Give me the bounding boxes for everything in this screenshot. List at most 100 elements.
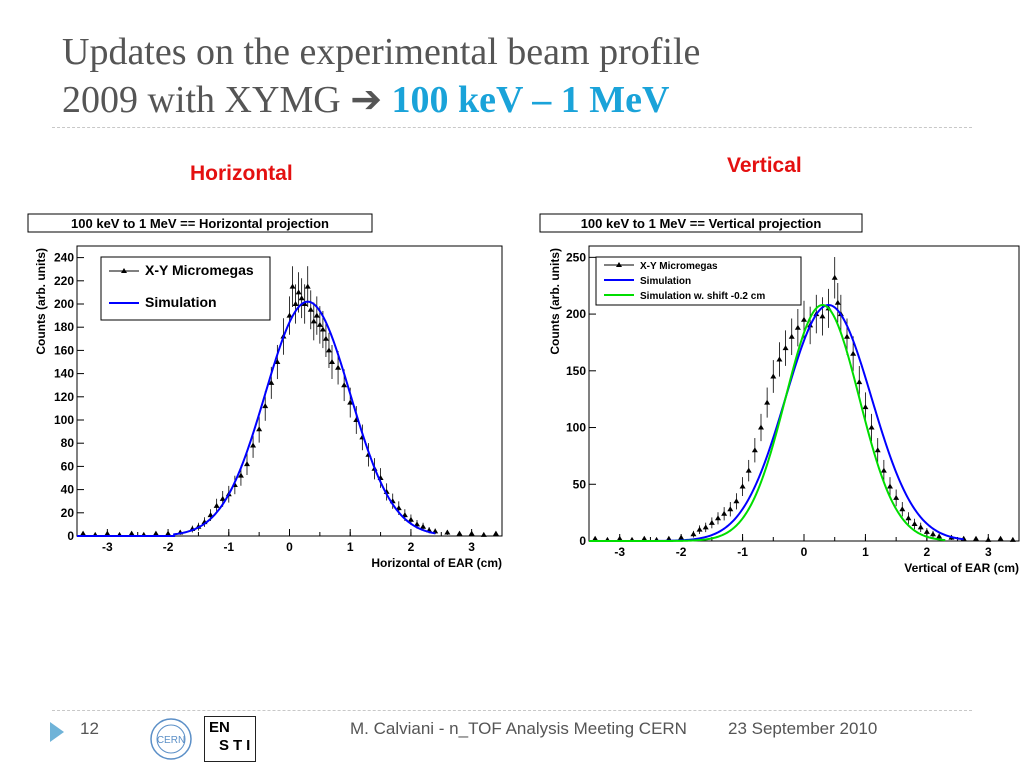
- data-point: [973, 535, 979, 541]
- y-tick-label: 200: [54, 297, 74, 311]
- data-point: [923, 528, 930, 534]
- data-point: [250, 442, 257, 448]
- footer-author-meeting: M. Calviani - n_TOF Analysis Meeting CER…: [350, 719, 687, 738]
- x-tick-label: -2: [676, 545, 687, 559]
- data-point: [862, 404, 869, 410]
- data-point: [128, 530, 135, 536]
- data-point: [721, 510, 728, 516]
- y-tick-label: 60: [61, 459, 75, 473]
- data-point: [776, 356, 783, 362]
- legend-marker: [616, 262, 622, 267]
- data-point: [856, 379, 863, 385]
- data-point: [313, 312, 320, 318]
- x-tick-label: 3: [985, 545, 992, 559]
- y-tick-label: 0: [579, 534, 586, 548]
- data-point: [304, 283, 311, 289]
- data-point: [782, 345, 789, 351]
- chart-title: 100 keV to 1 MeV == Horizontal projectio…: [71, 216, 329, 231]
- x-tick-label: 0: [801, 545, 808, 559]
- chart-title-box: [27, 213, 373, 233]
- data-point: [690, 531, 697, 537]
- label-horizontal: Horizontal: [190, 162, 293, 185]
- data-point: [702, 524, 709, 530]
- data-point: [985, 536, 992, 542]
- data-point: [911, 520, 918, 526]
- data-point: [213, 502, 220, 508]
- y-tick-label: 20: [61, 506, 75, 520]
- x-tick-label: 0: [286, 540, 293, 554]
- legend-label: Simulation: [640, 276, 691, 287]
- data-point: [335, 364, 342, 370]
- next-slide-icon[interactable]: [50, 722, 64, 742]
- logo-sti-text: STI: [219, 737, 255, 754]
- x-tick-label: -3: [102, 540, 113, 554]
- y-tick-label: 220: [54, 274, 74, 288]
- y-tick-label: 100: [566, 421, 586, 435]
- data-point: [289, 283, 296, 289]
- data-point: [492, 530, 499, 536]
- footer-date: 23 September 2010: [728, 719, 878, 738]
- data-point: [319, 326, 326, 332]
- horizontal-projection-chart: 100 keV to 1 MeV == Horizontal projectio…: [27, 213, 503, 570]
- arrow-icon: ➔: [350, 79, 383, 121]
- title-line-1: Updates on the experimental beam profile: [62, 31, 701, 73]
- title-divider: [52, 127, 972, 128]
- x-tick-label: -1: [223, 540, 234, 554]
- data-point: [307, 306, 314, 312]
- data-point: [917, 524, 924, 530]
- data-point: [758, 424, 764, 430]
- svg-text:CERN: CERN: [157, 735, 185, 746]
- logo-en-text: EN: [209, 719, 230, 736]
- y-tick-label: 100: [54, 413, 74, 427]
- y-tick-label: 50: [573, 477, 587, 491]
- data-point: [407, 516, 414, 522]
- data-point: [292, 301, 299, 306]
- data-point: [165, 530, 172, 536]
- legend-label: X-Y Micromegas: [640, 261, 718, 272]
- data-point: [844, 333, 850, 339]
- title-line-2: 2009 with XYMG ➔ 100 keV – 1 MeV: [62, 76, 992, 124]
- data-point: [341, 382, 348, 388]
- y-tick-label: 40: [61, 483, 75, 497]
- data-point: [468, 530, 475, 536]
- data-point: [770, 373, 777, 379]
- legend-box: [100, 256, 271, 321]
- x-tick-label: 3: [468, 540, 475, 554]
- data-point: [887, 483, 893, 489]
- data-point: [850, 350, 857, 356]
- x-tick-label: 1: [862, 545, 869, 559]
- data-point: [751, 447, 758, 453]
- data-point: [1009, 536, 1016, 542]
- data-point: [286, 312, 293, 318]
- x-axis-label: Vertical of EAR (cm): [904, 561, 1019, 575]
- data-point: [316, 321, 323, 327]
- x-axis-label: Horizontal of EAR (cm): [371, 556, 502, 570]
- page-number: 12: [80, 719, 99, 738]
- data-point: [104, 530, 111, 536]
- data-point: [831, 274, 838, 280]
- data-point: [696, 526, 703, 532]
- data-point: [395, 505, 402, 511]
- data-point: [834, 299, 841, 305]
- y-tick-label: 120: [54, 390, 74, 404]
- data-point: [665, 535, 672, 541]
- data-point: [727, 506, 734, 512]
- chart-title-box: [539, 213, 863, 233]
- data-point: [237, 472, 244, 478]
- data-point: [244, 461, 250, 467]
- data-point: [401, 512, 408, 518]
- data-point: [905, 515, 912, 521]
- y-tick-label: 240: [54, 251, 74, 265]
- x-tick-label: -3: [614, 545, 625, 559]
- data-point: [794, 324, 801, 330]
- legend-marker: [121, 268, 127, 273]
- x-tick-label: 1: [347, 540, 354, 554]
- data-point: [480, 531, 487, 537]
- slide-title: Updates on the experimental beam profile…: [62, 28, 992, 124]
- data-point: [788, 333, 795, 339]
- data-point: [868, 424, 875, 430]
- data-point: [325, 347, 332, 353]
- data-point: [456, 530, 463, 536]
- title-line-2-prefix: 2009 with XYMG: [62, 79, 341, 121]
- en-sti-logo: EN STI: [204, 716, 256, 762]
